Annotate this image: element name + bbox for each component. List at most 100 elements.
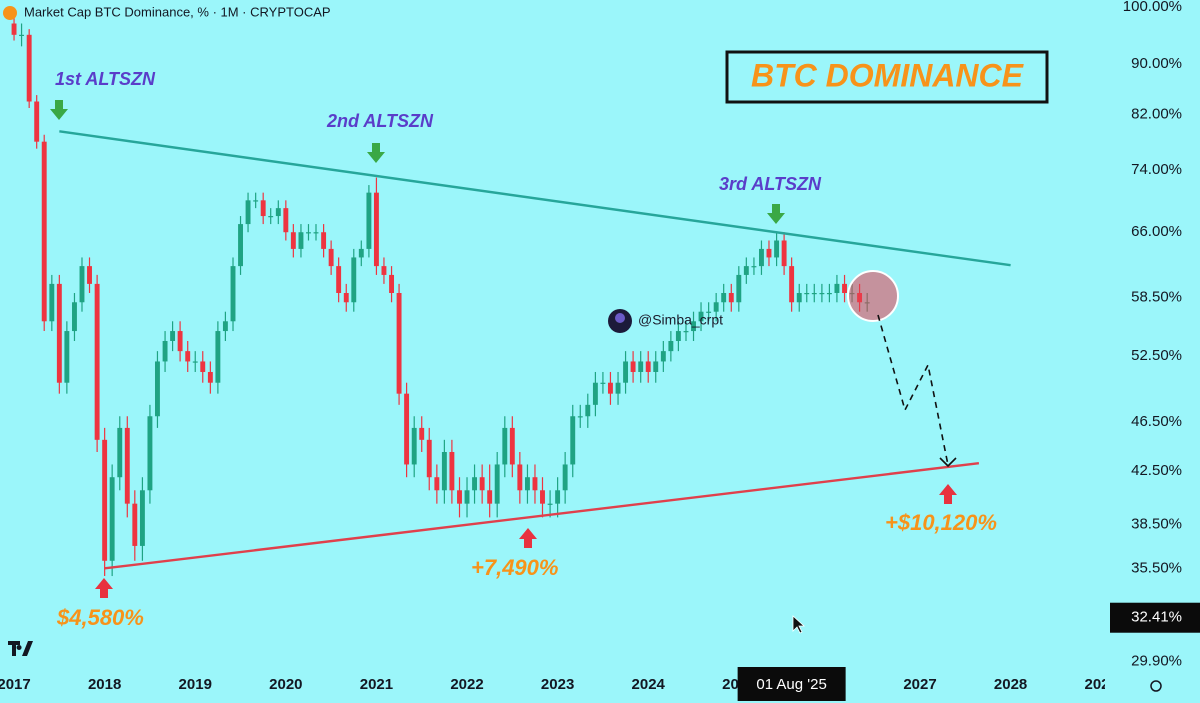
candle-body xyxy=(607,382,613,394)
candle-body xyxy=(683,331,689,333)
candle-body xyxy=(351,257,357,303)
y-tick-label: 100.00% xyxy=(1123,0,1182,15)
candle-body xyxy=(155,361,160,417)
candle-body xyxy=(434,477,440,491)
banner-text: BTC DOMINANCE xyxy=(751,57,1025,93)
candle-body xyxy=(94,283,100,440)
candle-body xyxy=(268,216,274,218)
candle-body xyxy=(577,416,583,418)
x-tick-label: 2028 xyxy=(994,676,1027,693)
x-tick-label: 2018 xyxy=(88,676,121,693)
y-tick-label: 52.50% xyxy=(1131,347,1182,364)
candle-body xyxy=(585,404,591,417)
candle-body xyxy=(457,490,462,504)
candle-body xyxy=(72,302,77,332)
candle-body xyxy=(373,192,379,267)
price-axis-panel xyxy=(1105,0,1200,703)
candle-body xyxy=(759,248,764,267)
candle-body xyxy=(555,490,561,504)
candle-body xyxy=(826,292,832,295)
candle-body xyxy=(532,477,538,491)
candle-body xyxy=(19,34,25,37)
candle-body xyxy=(117,427,123,478)
candle-body xyxy=(177,331,183,352)
candle-body xyxy=(139,490,145,546)
y-tick-label: 90.00% xyxy=(1131,55,1182,72)
candle-body xyxy=(328,248,334,267)
candle-body xyxy=(562,464,568,491)
candle-body xyxy=(464,490,470,504)
crosshair-date-label: 01 Aug '25 xyxy=(756,676,826,693)
candle-body xyxy=(502,427,508,465)
avatar-face xyxy=(615,313,625,323)
candle-body xyxy=(426,439,432,478)
candle-body xyxy=(675,331,681,341)
candle-body xyxy=(645,361,651,372)
candle-body xyxy=(653,361,659,372)
down-arrow xyxy=(367,143,385,163)
candle-body xyxy=(132,503,138,546)
annotations: 1st ALTSZN 2nd ALTSZN 3rd ALTSZN $4,580%… xyxy=(3,4,1049,656)
candle-body xyxy=(79,266,85,303)
candle-body xyxy=(592,382,598,405)
candle-body xyxy=(728,292,734,303)
candle-body xyxy=(313,232,319,234)
gain-label: $4,580% xyxy=(56,605,144,630)
candle-body xyxy=(207,371,213,383)
candle-body xyxy=(600,382,606,384)
candle-body xyxy=(751,266,757,268)
altszn-label: 1st ALTSZN xyxy=(55,69,156,89)
candle-body xyxy=(283,208,289,233)
y-tick-label: 82.00% xyxy=(1131,106,1182,123)
x-tick-label: 2027 xyxy=(903,676,936,693)
y-tick-label: 42.50% xyxy=(1131,462,1182,479)
y-tick-label: 35.50% xyxy=(1131,559,1182,576)
candle-body xyxy=(411,427,417,465)
candle-body xyxy=(479,477,485,491)
y-tick-label: 38.50% xyxy=(1131,515,1182,532)
candle-body xyxy=(170,331,176,341)
candle-body xyxy=(275,208,281,217)
candle-body xyxy=(419,427,425,440)
candle-body xyxy=(660,351,666,362)
gain-label: +7,490% xyxy=(471,555,558,580)
candle-body xyxy=(449,452,455,491)
candle-body xyxy=(774,240,780,258)
watermark: @Simba_crpt xyxy=(638,312,723,328)
candle-body xyxy=(524,477,530,491)
plot-area xyxy=(11,17,1011,577)
candle-body xyxy=(706,311,712,313)
crosshair-price-label: 32.41% xyxy=(1131,609,1182,626)
candle-body xyxy=(796,292,802,303)
candle-body xyxy=(26,34,32,102)
x-tick-label: 2022 xyxy=(450,676,483,693)
candle-body xyxy=(336,266,342,293)
candle-body xyxy=(343,292,349,303)
candle-body xyxy=(87,266,92,284)
candle-body xyxy=(623,361,629,383)
y-tick-label: 66.00% xyxy=(1131,223,1182,240)
candle-body xyxy=(34,101,40,142)
candle-body xyxy=(834,283,840,293)
candle-body xyxy=(789,266,795,303)
candle-body xyxy=(547,503,553,505)
candle-body xyxy=(472,477,477,491)
crosshair-date-box xyxy=(737,667,846,701)
candle-body xyxy=(638,361,644,372)
candle-body xyxy=(185,351,191,362)
chart-title: Market Cap BTC Dominance, % · 1M · CRYPT… xyxy=(24,4,331,19)
candle-body xyxy=(811,292,817,295)
candle-body xyxy=(494,464,500,504)
x-tick-label: 2020 xyxy=(269,676,302,693)
trendline xyxy=(104,462,980,570)
candle-body xyxy=(64,331,70,383)
y-tick-label: 46.50% xyxy=(1131,413,1182,430)
candle-body xyxy=(253,200,259,202)
candle-body xyxy=(698,311,704,322)
candle-body xyxy=(441,452,447,491)
candle-body xyxy=(192,361,198,363)
y-tick-label: 29.90% xyxy=(1131,652,1182,669)
